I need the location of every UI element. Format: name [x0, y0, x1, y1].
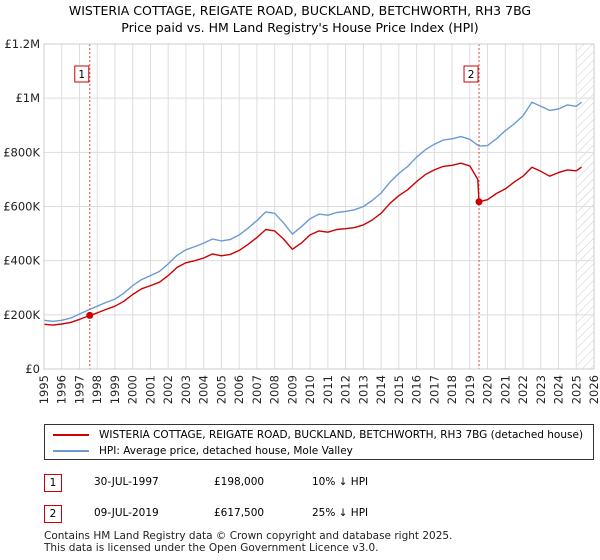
- x-tick-label: 2023: [534, 375, 548, 404]
- x-tick-label: 1995: [37, 375, 51, 404]
- x-tick-label: 2011: [321, 375, 335, 404]
- x-tick-label: 2006: [232, 375, 246, 404]
- footer-line1: Contains HM Land Registry data © Crown c…: [44, 530, 453, 542]
- sale-point-1: [86, 311, 94, 319]
- chart-subtitle: Price paid vs. HM Land Registry's House …: [121, 20, 479, 35]
- sale-annotation-label-2: 2: [468, 69, 475, 81]
- y-tick-label: £600K: [3, 200, 40, 214]
- x-tick-label: 2021: [498, 375, 512, 404]
- x-tick-label: 2012: [339, 375, 353, 404]
- y-tick-label: £200K: [3, 308, 40, 322]
- x-tick-label: 2025: [569, 375, 583, 404]
- legend-item-property: WISTERIA COTTAGE, REIGATE ROAD, BUCKLAND…: [53, 427, 583, 443]
- legend-label-property: WISTERIA COTTAGE, REIGATE ROAD, BUCKLAND…: [99, 429, 584, 441]
- x-tick-label: 2019: [463, 375, 477, 404]
- sale-annotation-box-1: [74, 65, 90, 83]
- plot-frame: [43, 43, 595, 370]
- x-tick-label: 2014: [374, 375, 388, 404]
- sale-row-1: 1 30-JUL-1997 £198,000 10% ↓ HPI: [44, 474, 594, 494]
- sale-price-2: £617,500: [214, 507, 265, 519]
- y-tick-label: £400K: [3, 254, 40, 268]
- x-tick-label: 2004: [197, 375, 211, 404]
- x-tick-label: 2024: [552, 375, 566, 404]
- x-tick-label: 2007: [250, 375, 264, 404]
- sale-date-1: 30-JUL-1997: [94, 476, 159, 488]
- price-chart: 1 2 £0 £200K £400K £600K £800K £1M £1.2M 1995 199…: [3, 37, 600, 404]
- sale-hpi-1: 10% ↓ HPI: [312, 476, 369, 488]
- sale-point-2: [475, 198, 483, 206]
- sale-annotation-label-1: 1: [78, 69, 85, 81]
- legend-swatch-property: [53, 434, 89, 436]
- x-tick-label: 2015: [392, 375, 406, 404]
- x-tick-label: 2026: [587, 375, 600, 404]
- x-tick-label: 1996: [55, 375, 69, 404]
- sale-date-2: 09-JUL-2019: [94, 507, 159, 519]
- x-tick-label: 2013: [356, 375, 370, 404]
- x-tick-label: 2005: [214, 375, 228, 404]
- x-tick-label: 2022: [516, 375, 530, 404]
- sale-row-2: 2 09-JUL-2019 £617,500 25% ↓ HPI: [44, 505, 594, 525]
- legend-item-hpi: HPI: Average price, detached house, Mole…: [53, 443, 353, 459]
- x-tick-label: 2020: [481, 375, 495, 404]
- x-tick-label: 2010: [303, 375, 317, 404]
- x-tick-label: 1999: [108, 375, 122, 404]
- y-tick-label: £1.2M: [4, 37, 40, 51]
- hpi-line: [43, 101, 583, 322]
- x-tick-label: 2003: [179, 375, 193, 404]
- footer: Contains HM Land Registry data © Crown c…: [44, 530, 452, 554]
- x-tick-label: 2009: [285, 375, 299, 404]
- sale-price-1: £198,000: [214, 476, 265, 488]
- sale-annotation-box-2: [463, 65, 479, 83]
- chart-title: WISTERIA COTTAGE, REIGATE ROAD, BUCKLAND…: [0, 2, 600, 36]
- x-tick-label: 2016: [410, 375, 424, 404]
- chart-title-line1: WISTERIA COTTAGE, REIGATE ROAD, BUCKLAND…: [68, 3, 532, 18]
- x-tick-label: 2017: [427, 375, 441, 404]
- y-tick-label: £800K: [3, 145, 40, 159]
- x-tick-label: 2008: [268, 375, 282, 404]
- sale-badge-2: 2: [44, 505, 62, 523]
- footer-line2: This data is licensed under the Open Gov…: [44, 542, 379, 554]
- legend-label-hpi: HPI: Average price, detached house, Mole…: [99, 445, 353, 457]
- x-tick-label: 2001: [143, 375, 157, 404]
- y-tick-label: £0: [25, 362, 40, 376]
- sale-hpi-2: 25% ↓ HPI: [312, 507, 369, 519]
- legend-swatch-hpi: [53, 450, 89, 452]
- y-tick-label: £1M: [15, 91, 40, 105]
- sale-badge-1: 1: [44, 474, 62, 492]
- legend: WISTERIA COTTAGE, REIGATE ROAD, BUCKLAND…: [44, 424, 594, 460]
- x-tick-label: 2018: [445, 375, 459, 404]
- x-tick-label: 2002: [161, 375, 175, 404]
- x-tick-label: 2000: [126, 375, 140, 404]
- x-tick-label: 1998: [90, 375, 104, 404]
- property-price-line: [43, 162, 582, 326]
- x-tick-label: 1997: [72, 375, 86, 404]
